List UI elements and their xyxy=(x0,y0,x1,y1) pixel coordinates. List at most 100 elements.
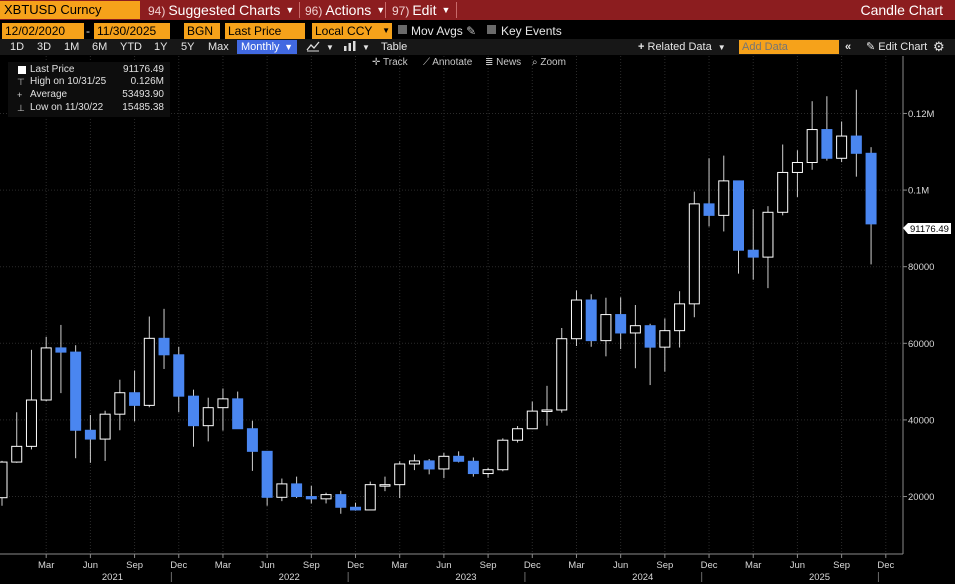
candle xyxy=(158,308,170,369)
caret-down-icon: ▼ xyxy=(382,26,390,35)
actions-button[interactable]: 96) Actions ▼ xyxy=(305,1,385,19)
add-data-input[interactable] xyxy=(739,40,839,54)
x-tick-label: Dec xyxy=(170,560,187,571)
actions-label: Actions xyxy=(325,2,372,18)
candle xyxy=(600,297,612,357)
x-year-label: 2021 xyxy=(102,572,123,583)
candle-body xyxy=(55,347,67,353)
candle xyxy=(350,502,362,511)
start-date-field[interactable]: 12/02/2020 xyxy=(2,23,84,39)
line-chart-icon[interactable] xyxy=(306,40,320,57)
caret-down-icon[interactable]: ▼ xyxy=(362,43,370,52)
suggested-charts-label: Suggested Charts xyxy=(168,2,281,18)
candle-body xyxy=(747,249,759,258)
legend-low-value: 15485.38 xyxy=(122,102,164,113)
x-year-label: 2025 xyxy=(809,572,830,583)
related-data-button[interactable]: + Related Data ▼ xyxy=(638,39,726,56)
caret-down-icon[interactable]: ▼ xyxy=(326,43,334,52)
range-1m-button[interactable]: 1M xyxy=(64,41,80,53)
candle-body xyxy=(246,428,258,452)
table-button[interactable]: Table xyxy=(381,41,408,53)
news-tool[interactable]: ≣ News xyxy=(485,56,521,70)
chart-legend: Last Price 91176.49 ⊤ High on 10/31/25 0… xyxy=(8,62,170,117)
candle-chart[interactable]: 20000 40000 60000 80000 0.1M 0.12M Mar Jun Sep D… xyxy=(0,56,955,584)
candle xyxy=(173,346,185,413)
news-label: News xyxy=(496,57,522,68)
candle xyxy=(70,345,82,459)
caret-down-icon: ▼ xyxy=(376,5,386,15)
range-ytd-button[interactable]: YTD xyxy=(120,41,142,53)
candle-body xyxy=(644,325,656,348)
edit-button[interactable]: 97) Edit ▼ xyxy=(392,1,450,19)
bar-chart-icon[interactable] xyxy=(343,40,357,57)
candle xyxy=(99,410,111,461)
zoom-tool[interactable]: ⌕ Zoom xyxy=(532,56,566,70)
candle-body xyxy=(143,337,155,406)
candle-body xyxy=(526,410,538,430)
range-max-button[interactable]: Max xyxy=(208,41,229,53)
period-selector[interactable]: Monthly ▼ xyxy=(237,40,297,54)
candle xyxy=(55,324,67,394)
candle xyxy=(246,420,258,471)
legend-low-label: Low on 11/30/22 xyxy=(30,102,104,113)
key-events-label[interactable]: Key Events xyxy=(501,24,562,38)
candle xyxy=(850,89,862,177)
range-1d-button[interactable]: 1D xyxy=(10,41,25,53)
candle-body xyxy=(512,428,524,441)
range-3d-button[interactable]: 3D xyxy=(37,41,52,53)
mov-avgs-text: Mov Avgs xyxy=(411,24,463,38)
track-tool[interactable]: ✛ Track xyxy=(372,56,408,70)
x-tick-label: Sep xyxy=(480,560,497,571)
divider xyxy=(299,2,300,18)
mov-avgs-checkbox[interactable] xyxy=(398,25,407,34)
price-field-selector[interactable]: Last Price xyxy=(225,23,305,39)
range-1y-button[interactable]: 1Y xyxy=(154,41,168,53)
candle-body xyxy=(350,506,362,511)
candle xyxy=(291,476,303,499)
pencil-icon: ✎ xyxy=(866,41,876,53)
end-date-field[interactable]: 11/30/2025 xyxy=(94,23,170,39)
legend-high-label: High on 10/31/25 xyxy=(30,76,107,87)
x-year-label: 2024 xyxy=(632,572,653,583)
caret-down-icon: ▼ xyxy=(717,43,726,52)
candle xyxy=(821,96,833,161)
key-events-checkbox[interactable] xyxy=(487,25,496,34)
y-tick-label: 0.1M xyxy=(908,186,929,197)
candle-body xyxy=(762,211,774,258)
x-axis-labels: Mar Jun Sep Dec Mar Jun Sep Dec Mar Jun Sep Dec Mar J… xyxy=(38,554,894,583)
candle xyxy=(408,454,420,471)
candle-body xyxy=(261,450,273,498)
candle-body xyxy=(232,398,244,430)
candle-body xyxy=(99,413,111,440)
edit-chart-button[interactable]: ✎ Edit Chart xyxy=(866,39,927,55)
actions-number: 96) xyxy=(305,4,323,18)
ticker-field[interactable]: XBTUSD Curncy xyxy=(0,1,140,19)
candle xyxy=(674,291,686,348)
candle-body xyxy=(497,439,509,471)
mov-avgs-label[interactable]: Mov Avgs ✎ xyxy=(411,23,476,39)
collapse-icon[interactable]: « xyxy=(845,41,852,53)
x-tick-label: Jun xyxy=(613,560,628,571)
candle-body xyxy=(11,445,23,463)
annotate-icon: ⟋ xyxy=(423,57,430,68)
period-label: Monthly xyxy=(241,41,280,53)
candle xyxy=(865,147,877,265)
range-toolbar: 1D 3D 1M 6M YTD 1Y 5Y Max Monthly ▼ ▼ ▼ … xyxy=(0,39,955,55)
source-field[interactable]: BGN xyxy=(184,23,220,39)
candle-body xyxy=(25,399,37,447)
gear-icon[interactable]: ⚙ xyxy=(933,39,945,54)
range-6m-button[interactable]: 6M xyxy=(92,41,108,53)
candle-body xyxy=(379,484,391,487)
candle xyxy=(320,492,332,504)
candle xyxy=(688,191,700,318)
candle-body xyxy=(187,395,199,427)
currency-selector[interactable]: Local CCY ▼ xyxy=(312,23,392,39)
legend-high-value: 0.126M xyxy=(130,76,164,87)
candle-body xyxy=(674,303,686,332)
range-5y-button[interactable]: 5Y xyxy=(181,41,195,53)
candle xyxy=(644,323,656,386)
suggested-charts-button[interactable]: 94) Suggested Charts ▼ xyxy=(148,1,294,19)
candle-body xyxy=(114,392,126,415)
candle xyxy=(261,450,273,506)
annotate-tool[interactable]: ⟋ Annotate xyxy=(423,56,472,70)
